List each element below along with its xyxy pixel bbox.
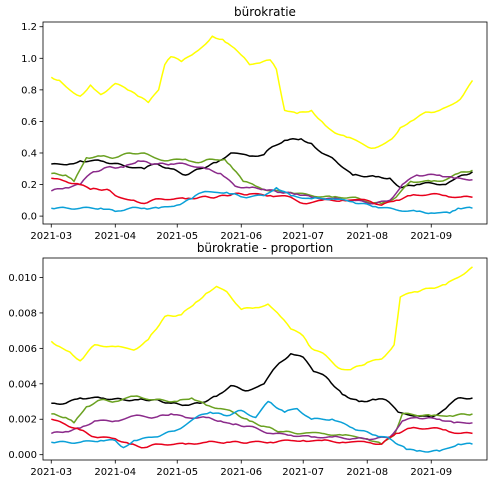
x-tick-label: 2021-08 bbox=[346, 467, 388, 478]
x-tick-label: 2021-07 bbox=[282, 231, 324, 242]
x-tick-label: 2021-04 bbox=[94, 231, 136, 242]
series-line bbox=[51, 186, 473, 215]
x-tick-label: 2021-07 bbox=[282, 467, 324, 478]
series-line bbox=[51, 418, 473, 449]
series-line bbox=[51, 413, 473, 441]
x-tick-label: 2021-06 bbox=[220, 467, 262, 478]
y-tick-label: 0.8 bbox=[21, 85, 37, 96]
x-tick-label: 2021-09 bbox=[410, 467, 452, 478]
y-tick-label: 0.2 bbox=[21, 180, 37, 191]
x-tick-label: 2021-04 bbox=[94, 467, 136, 478]
plot-lines bbox=[50, 35, 474, 215]
y-tick-label: 0.6 bbox=[21, 117, 37, 128]
series-line bbox=[50, 160, 473, 205]
y-tick-label: 0.008 bbox=[8, 308, 37, 319]
series-line bbox=[51, 352, 473, 419]
x-tick-label: 2021-09 bbox=[410, 231, 452, 242]
x-tick-label: 2021-05 bbox=[156, 467, 198, 478]
top-chart-panel: bürokratie 0.0 0.2 0.4 0.6 0.8 1.0 1.2 2021-03… bbox=[21, 5, 488, 242]
y-tick-label: 1.0 bbox=[21, 54, 37, 65]
series-line bbox=[50, 266, 473, 371]
y-tick-label: 0.002 bbox=[8, 415, 37, 426]
plot-lines bbox=[50, 266, 473, 453]
x-axis-ticks: 2021-03 2021-04 2021-05 2021-06 2021-07 2021-… bbox=[30, 224, 452, 242]
y-axis-ticks: 0.0 0.2 0.4 0.6 0.8 1.0 1.2 bbox=[21, 22, 43, 223]
plot-frame bbox=[42, 257, 488, 461]
chart-title: bürokratie bbox=[234, 5, 296, 19]
x-tick-label: 2021-03 bbox=[30, 231, 72, 242]
x-tick-label: 2021-05 bbox=[156, 231, 198, 242]
y-tick-label: 0.004 bbox=[8, 379, 37, 390]
x-tick-label: 2021-03 bbox=[30, 467, 72, 478]
series-line bbox=[51, 400, 473, 453]
y-tick-label: 0.000 bbox=[8, 450, 37, 461]
y-tick-label: 0.4 bbox=[21, 148, 37, 159]
series-line bbox=[51, 177, 473, 206]
plot-frame bbox=[42, 21, 488, 225]
x-axis-ticks: 2021-03 2021-04 2021-05 2021-06 2021-07 2021-… bbox=[30, 460, 452, 478]
x-tick-label: 2021-08 bbox=[346, 231, 388, 242]
chart-title: bürokratie - proportion bbox=[197, 241, 333, 255]
y-tick-label: 0.006 bbox=[8, 344, 37, 355]
x-tick-label: 2021-06 bbox=[220, 231, 262, 242]
y-tick-label: 1.2 bbox=[21, 22, 37, 33]
bottom-chart-panel: bürokratie - proportion 0.0000.0020.0040… bbox=[8, 241, 488, 478]
series-line bbox=[51, 137, 473, 189]
series-line bbox=[51, 395, 473, 445]
y-axis-ticks: 0.000 0.002 0.004 0.006 0.008 0.010 bbox=[8, 273, 43, 461]
y-tick-label: 0.010 bbox=[8, 273, 37, 284]
y-tick-label: 0.0 bbox=[21, 212, 37, 223]
series-line bbox=[50, 35, 474, 150]
